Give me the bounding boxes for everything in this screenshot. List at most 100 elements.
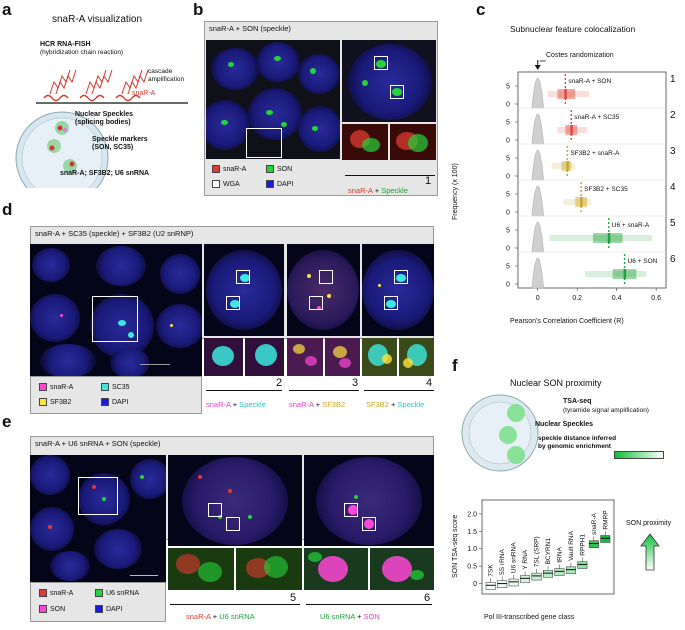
panel-e-num-6: 6 (424, 592, 431, 604)
category-label: 7SL (SRP) (534, 536, 541, 567)
panel-b-num: 1 (425, 175, 432, 187)
y-tick-label: 5 (506, 264, 510, 271)
panel-d-crop-4b (399, 338, 434, 376)
row-number: 4 (670, 182, 676, 193)
row-number: 1 (670, 74, 676, 85)
legend-snar-a: snaR-A (223, 165, 247, 173)
panel-d-num-4: 4 (426, 377, 433, 389)
row-number: 6 (670, 254, 676, 265)
panel-e-zoom-5 (168, 455, 302, 546)
panel-d-zoom-2 (204, 244, 284, 336)
category-label: RPPH1 (579, 534, 586, 556)
panel-letter-a: a (2, 0, 12, 19)
y-tick-label: 5 (506, 84, 510, 91)
category-label: Vault RNA (568, 530, 575, 561)
panel-b-num-rule (345, 175, 435, 176)
panel-letter-f: f (452, 356, 458, 375)
panel-c-title: Subnuclear feature colocalization (510, 24, 636, 34)
category-label: 7SK (488, 564, 495, 577)
panel-d-zoom-4 (362, 244, 434, 336)
bottom-label: snaR-A; SF3B2; U6 snRNA (60, 170, 150, 177)
x-tick-label: 0.4 (612, 295, 622, 302)
series-label: U6 + snaR-A (612, 222, 650, 229)
category-label: 5S rRNA (499, 549, 506, 575)
panel-d-num-2: 2 (276, 377, 283, 389)
whisker-band (551, 163, 576, 169)
x-tick-label: 0 (536, 295, 540, 302)
category-box (508, 578, 519, 587)
category-box (600, 535, 611, 543)
category-box (485, 582, 496, 590)
category-box (588, 540, 599, 548)
y-tick-label: 5 (506, 228, 510, 235)
whisker-band (585, 271, 647, 277)
series-label: U6 + SON (628, 258, 658, 265)
panel-e-caption-5: snaR-A + U6 snRNA (186, 612, 255, 621)
costes-arrow-head (534, 65, 541, 70)
panel-c-xlabel: Pearson's Correlation Coefficient (R) (510, 318, 624, 325)
panel-e-crop-5a (168, 548, 234, 590)
speckles-f-label: Nuclear Speckles (535, 421, 593, 428)
category-label: BCYRN1 (545, 538, 552, 565)
panel-d-overview-image (30, 244, 202, 376)
panel-c-ylabel: Frequency (x 100) (452, 163, 459, 220)
panel-d-header: snaR-A + SC35 (speckle) + SF3B2 (U2 snRN… (35, 229, 194, 238)
panel-d-rule-4 (364, 390, 434, 391)
proximity-arrow (640, 533, 660, 571)
costes-peak (531, 185, 544, 217)
panel-f-chart: 0 0.5 1.0 1.5 2.0 7SK 5S rRNA U6 snRNA Y RNA 7SL … (467, 499, 615, 595)
panel-d-rule-3 (289, 390, 359, 391)
panel-e-overview-image (30, 455, 166, 582)
panel-b-legend: snaR-A SON WGA DAPI (206, 160, 340, 195)
panel-e-rule-6 (306, 604, 432, 605)
costes-peak (531, 77, 544, 109)
panel-d-crop-4a (362, 338, 397, 376)
legend-d-dapi: DAPI (112, 398, 129, 406)
panel-d-zoom-3 (287, 244, 360, 336)
series-label: SF3B2 + snaR-A (570, 150, 620, 157)
category-box (577, 561, 588, 569)
panel-letter-c: c (476, 0, 486, 19)
tsa-nucleus-diagram (461, 394, 539, 472)
whisker-band (563, 199, 592, 205)
legend-e-son: SON (50, 605, 66, 613)
category-label: U6 snRNA (511, 542, 518, 573)
panel-b-zoom-image (342, 40, 436, 122)
y-tick-label: 0 (506, 282, 510, 289)
plot-frame-f (481, 499, 615, 595)
panel-d-legend: snaR-A SC35 SF3B2 DAPI (30, 376, 202, 414)
x-tick-label: 0.2 (572, 295, 582, 302)
y-tick-label-f: 1.5 (467, 529, 477, 536)
panel-letter-b: b (193, 0, 204, 19)
tsa-label: TSA-seq (563, 398, 592, 405)
category-box (565, 566, 576, 575)
target-label: snaR-A (132, 90, 156, 97)
panel-b-crop-2 (390, 124, 436, 160)
series-label: snaR-A + SON (568, 78, 611, 85)
tsa-sub-label: (tyramide signal amplification) (563, 407, 649, 414)
hcr-label: HCR RNA-FISH (40, 41, 91, 48)
y-tick-label: 0 (506, 138, 510, 145)
y-tick-label: 0 (506, 246, 510, 253)
costes-peak (531, 149, 544, 181)
y-tick-label: 5 (506, 120, 510, 127)
panel-d-crop-2a (204, 338, 243, 376)
hcr-diagram (36, 69, 188, 104)
markers-label: Speckle markers (SON, SC35) (92, 136, 148, 151)
cascade-label: cascade amplification (148, 68, 185, 83)
panel-d-crop-3a (287, 338, 323, 376)
y-tick-label: 5 (506, 156, 510, 163)
panel-b-overview-image (206, 40, 340, 159)
legend-d-sc35: SC35 (112, 383, 130, 391)
panel-d-num-3: 3 (352, 377, 359, 389)
legend-dapi: DAPI (277, 180, 294, 188)
panel-b-header: snaR-A + SON (speckle) (209, 24, 291, 33)
legend-e-u6: U6 snRNA (106, 589, 140, 597)
category-box (497, 580, 508, 588)
panel-e-zoom-6 (304, 455, 434, 546)
hcr-sub-label: (hybridization chain reaction) (40, 49, 124, 56)
median-mark (570, 125, 573, 135)
legend-e-snar-a: snaR-A (50, 589, 74, 597)
costes-peak (531, 257, 544, 289)
y-tick-label: 0 (506, 210, 510, 217)
